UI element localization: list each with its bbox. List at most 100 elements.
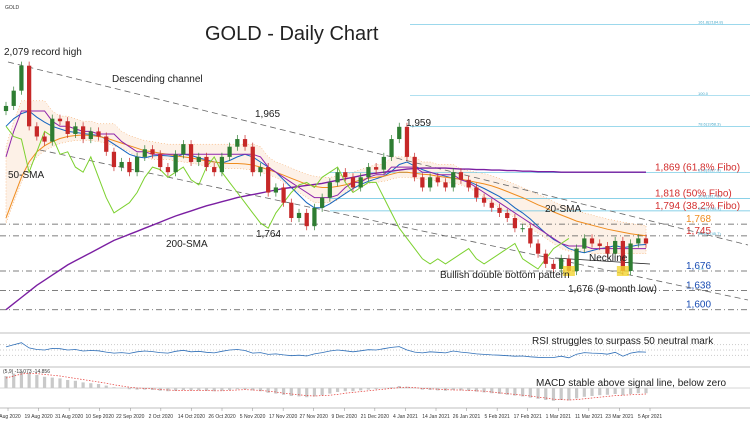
annotation-label: 2,079 record high: [4, 47, 82, 58]
macd-bar: [636, 388, 640, 394]
candle-body: [605, 246, 610, 254]
candle-body: [80, 126, 86, 140]
candle-body: [327, 182, 332, 198]
candle-body: [574, 248, 579, 271]
macd-bar: [281, 388, 286, 395]
macd-bar: [366, 388, 371, 390]
symbol-label: GOLD: [5, 5, 20, 11]
macd-bar: [220, 388, 224, 391]
candle-body: [65, 121, 70, 134]
x-tick-label: 17 Nov 2020: [269, 414, 298, 420]
double-bottom-marker: [616, 266, 629, 276]
candle-body: [219, 156, 225, 173]
macd-bar: [467, 388, 471, 391]
macd-bar: [389, 387, 394, 388]
macd-bar: [320, 388, 324, 396]
series-line-200-sma: [5, 167, 646, 311]
candle-body: [474, 187, 479, 198]
candle-body: [88, 131, 93, 140]
macd-bar: [343, 388, 347, 392]
x-tick-label: 7 Aug 2020: [0, 414, 21, 420]
macd-bar: [297, 388, 301, 397]
macd-bar: [644, 388, 648, 394]
candle-body: [320, 197, 325, 208]
candle-body: [350, 177, 356, 188]
macd-bar: [359, 388, 363, 391]
channel-lower-line: [39, 149, 749, 301]
macd-bar: [482, 388, 486, 393]
double-bottom-marker: [562, 266, 575, 276]
candle-body: [481, 197, 487, 203]
macd-bar: [605, 388, 610, 395]
candle-body: [443, 182, 448, 188]
candle-body: [451, 172, 456, 188]
candle-body: [412, 156, 417, 178]
candle-body: [50, 118, 55, 142]
candle-body: [304, 212, 309, 227]
series-line-20-sma: [5, 110, 647, 254]
macd-bar: [328, 388, 332, 394]
candle-body: [620, 240, 625, 271]
x-tick-label: 22 Sep 2020: [116, 414, 145, 420]
annotation-label: Descending channel: [112, 74, 203, 85]
price-panel: 1,869 (61.8% Fibo) 1,818 (50% Fibo)1,794 …: [0, 19, 750, 311]
macd-bar: [135, 388, 139, 390]
candle-body: [57, 118, 63, 122]
macd-bar: [158, 388, 162, 391]
macd-bar: [243, 388, 247, 390]
macd-bar: [166, 388, 170, 392]
x-tick-label: 26 Jan 2021: [453, 414, 481, 420]
macd-bar: [73, 380, 77, 388]
candle-body: [435, 177, 440, 183]
fibo-tag: 100.0: [698, 91, 709, 96]
macd-bar: [104, 385, 108, 388]
candle-body: [559, 258, 564, 269]
candle-body: [520, 228, 525, 230]
ichimoku-cloud-band: [5, 100, 647, 254]
channel-upper-line: [7, 61, 749, 246]
macd-bar: [204, 388, 209, 391]
candle-body: [281, 187, 286, 203]
series-line-50-sma: [5, 134, 647, 237]
candle-body: [250, 146, 255, 173]
candle-body: [343, 172, 348, 178]
macd-bar: [27, 372, 31, 388]
candle-body: [73, 126, 78, 134]
candle-body: [19, 65, 24, 91]
macd-bar: [235, 388, 239, 390]
candle-body: [643, 238, 649, 244]
macd-bar: [120, 388, 124, 389]
candle-body: [535, 243, 541, 254]
macd-bar: [474, 388, 478, 392]
candle-body: [165, 167, 171, 173]
macd-bar: [521, 388, 525, 397]
annotation-label: 20-SMA: [545, 204, 581, 215]
macd-bar: [598, 388, 602, 396]
macd-bar: [459, 388, 463, 391]
x-tick-label: 5 Apr 2021: [638, 414, 662, 420]
x-tick-label: 31 Aug 2020: [55, 414, 83, 420]
candle-body: [3, 105, 9, 112]
candle-body: [258, 167, 263, 173]
annotation-label: 1,965: [255, 109, 280, 120]
macd-bar: [58, 378, 62, 388]
x-tick-label: 5 Nov 2020: [240, 414, 266, 420]
macd-bar: [397, 386, 401, 388]
fibo-tag: 0.0: [698, 266, 704, 271]
macd-bar: [305, 388, 309, 398]
fibo-tag: 23.6(1745.7): [698, 231, 721, 236]
candle-body: [374, 167, 379, 170]
candle-body: [420, 177, 425, 188]
candle-body: [312, 207, 317, 227]
macd-bar: [374, 388, 378, 390]
x-tick-label: 9 Dec 2020: [331, 414, 357, 420]
candle-body: [636, 238, 641, 244]
candle-body: [158, 154, 163, 168]
macd-bar: [112, 387, 116, 388]
candle-body: [582, 238, 587, 249]
annotation-label: Bullish double bottom pattern: [440, 270, 570, 281]
candle-body: [242, 139, 248, 147]
ichimoku-cloud: [5, 100, 647, 254]
candle-body: [212, 167, 217, 173]
